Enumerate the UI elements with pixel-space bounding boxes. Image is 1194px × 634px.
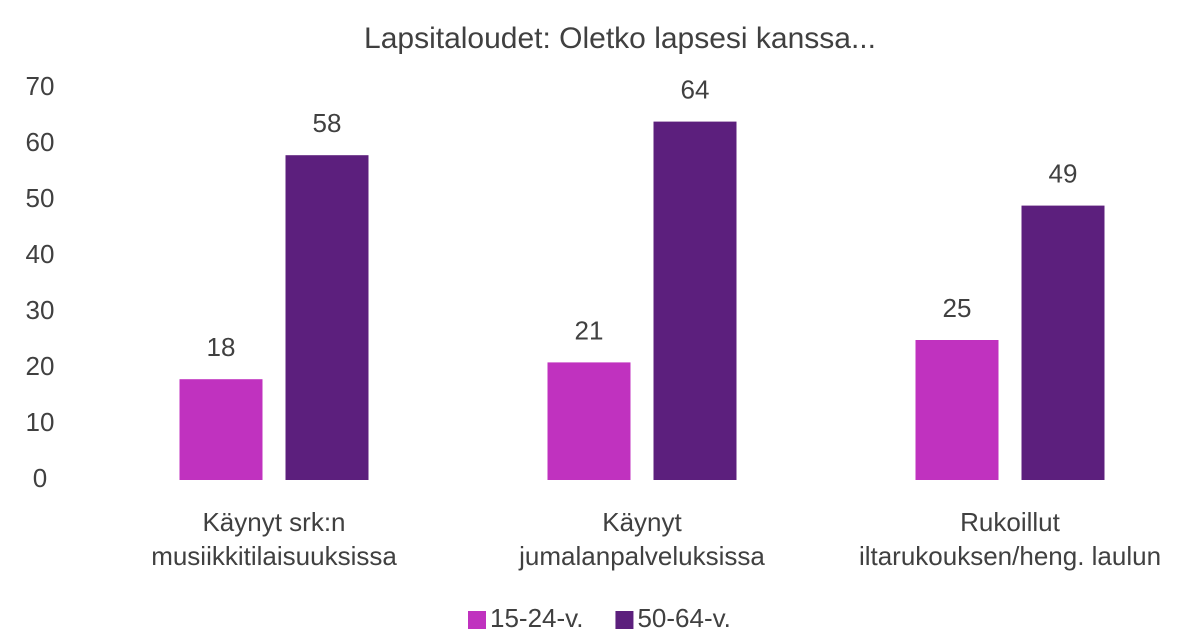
x-tick-label: Käynyt srk:n musiikkitilaisuuksissa	[151, 507, 397, 571]
data-label: 25	[943, 293, 972, 323]
data-label: 58	[313, 108, 342, 138]
data-label: 18	[207, 332, 236, 362]
x-tick-label: Käynyt jumalanpalveluksissa	[519, 507, 765, 571]
data-label: 21	[575, 315, 604, 345]
bar	[285, 155, 369, 480]
y-tick-label: 10	[26, 407, 55, 437]
y-tick-label: 60	[26, 127, 55, 157]
legend-label: 15-24-v.	[490, 603, 583, 633]
legend-swatch	[615, 611, 634, 629]
legend-swatch	[468, 611, 486, 629]
y-tick-label: 20	[26, 351, 55, 381]
chart-title: Lapsitaloudet: Oletko lapsesi kanssa...	[364, 22, 876, 55]
bar	[547, 362, 631, 480]
data-label: 64	[681, 74, 710, 104]
bar	[915, 340, 999, 480]
y-tick-label: 30	[26, 295, 55, 325]
bar	[179, 379, 263, 480]
bar	[1021, 205, 1105, 480]
y-tick-label: 70	[26, 71, 55, 101]
data-label: 49	[1049, 158, 1078, 188]
y-tick-label: 50	[26, 183, 55, 213]
y-tick-label: 0	[33, 463, 47, 493]
legend-label: 50-64-v.	[637, 603, 730, 633]
x-tick-label: Rukoillut iltarukouksen/heng. laulun	[858, 507, 1162, 571]
bar	[653, 121, 737, 480]
y-tick-label: 40	[26, 239, 55, 269]
